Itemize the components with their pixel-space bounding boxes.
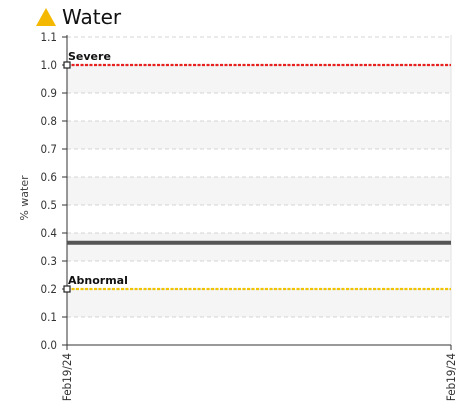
- chart-header: Water: [36, 4, 121, 30]
- y-tick-label: 0.6: [41, 170, 57, 184]
- threshold-marker: [63, 61, 71, 69]
- y-tick-label: 0.7: [41, 142, 57, 156]
- plot-band: [67, 233, 451, 261]
- y-tick-label: 0.2: [41, 282, 57, 296]
- warning-triangle-icon: [36, 8, 56, 26]
- y-tick-label: 0.8: [41, 114, 57, 128]
- x-tick-label: Feb19/24: [60, 353, 74, 401]
- y-tick-label: 1.0: [41, 58, 57, 72]
- y-tick-label: 0.9: [41, 86, 57, 100]
- y-tick-label: 0.4: [41, 226, 57, 240]
- plot-bands: [67, 65, 451, 317]
- y-tick-label: 0.0: [41, 338, 57, 352]
- y-axis-label: % water: [18, 175, 31, 221]
- threshold-label: Severe: [68, 50, 111, 63]
- plot-band: [67, 177, 451, 205]
- y-tick-label: 0.1: [41, 310, 57, 324]
- threshold-marker: [63, 285, 71, 293]
- plot-band: [67, 121, 451, 149]
- y-tick-label: 0.5: [41, 198, 57, 212]
- y-tick-label: 1.1: [41, 30, 57, 44]
- x-axis: Feb19/24 Feb19/24: [60, 344, 458, 401]
- x-tick-label: Feb19/24: [444, 353, 458, 401]
- plot-band: [67, 289, 451, 317]
- y-axis: 0.0 0.1 0.2 0.3 0.4 0.5 0.6 0.7 0.8 0.9 1.0 1.1: [41, 30, 68, 352]
- chart-title: Water: [62, 5, 122, 29]
- threshold-label: Abnormal: [68, 274, 128, 287]
- threshold-lines: Severe Abnormal: [63, 50, 451, 293]
- plot-band: [67, 65, 451, 93]
- y-tick-label: 0.3: [41, 254, 57, 268]
